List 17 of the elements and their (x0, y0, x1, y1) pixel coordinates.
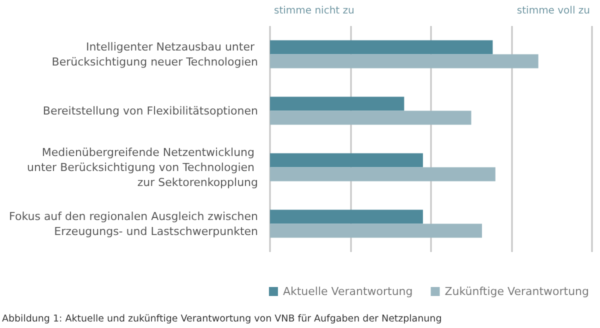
text: stimme voll zu (516, 6, 590, 16)
y-tick-label: Medienübergreifende Netzentwicklung unter Berücksichtigung von Technologien zur Sektorenkopplung (27, 146, 258, 189)
y-tick-label: Fokus auf den regionalen Ausgleich zwischen Erzeugungs- und Lastschwerpunkten (9, 210, 258, 238)
text: Abbildung 1: Aktuelle und zukünftige Verantwortung von VNB für Aufgaben der Netzplanung (2, 314, 442, 324)
bar (270, 40, 493, 54)
bar (270, 110, 472, 125)
bar (270, 224, 482, 238)
bar (270, 54, 538, 68)
y-tick-label: Intelligenter Netzausbau unter Berücksichtigung neuer Technologien (52, 40, 258, 68)
y-tick-label: Bereitstellung von Flexibilitätsoptionen (42, 104, 258, 118)
text: stimme nicht zu (274, 6, 354, 16)
bar (270, 167, 496, 182)
legend-label: Zukünftige Verantwortung (444, 285, 590, 298)
bar (270, 210, 423, 224)
bar (270, 153, 423, 168)
bar (270, 96, 404, 111)
legend-label: Aktuelle Verantwortung (282, 285, 413, 298)
